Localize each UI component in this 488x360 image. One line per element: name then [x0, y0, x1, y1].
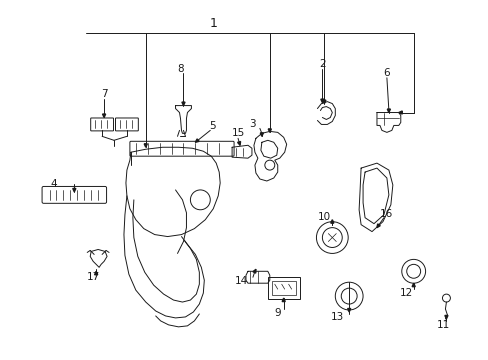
Polygon shape	[330, 220, 333, 223]
Text: 1: 1	[209, 17, 217, 30]
Polygon shape	[260, 133, 263, 136]
Polygon shape	[444, 315, 447, 319]
Text: 15: 15	[231, 129, 244, 138]
Bar	[271, 281, 295, 295]
Polygon shape	[182, 102, 184, 105]
Polygon shape	[376, 224, 380, 228]
Text: 14: 14	[234, 276, 247, 286]
Text: 6: 6	[383, 68, 389, 78]
Text: 7: 7	[101, 89, 107, 99]
Polygon shape	[144, 144, 147, 147]
Text: 5: 5	[208, 121, 215, 131]
Polygon shape	[411, 283, 414, 287]
Text: 9: 9	[274, 308, 281, 318]
Polygon shape	[386, 109, 389, 113]
Polygon shape	[398, 111, 402, 114]
Polygon shape	[268, 129, 271, 132]
Polygon shape	[237, 141, 240, 145]
Text: 8: 8	[177, 64, 183, 74]
Text: 13: 13	[330, 312, 343, 322]
Text: 16: 16	[380, 209, 393, 219]
Polygon shape	[322, 100, 325, 104]
Text: 11: 11	[436, 320, 449, 330]
Polygon shape	[347, 309, 350, 312]
Text: 12: 12	[399, 288, 412, 298]
Text: 10: 10	[317, 212, 330, 222]
Text: 17: 17	[86, 272, 100, 282]
Text: 2: 2	[319, 59, 325, 69]
Polygon shape	[94, 271, 98, 275]
Polygon shape	[252, 269, 255, 273]
Text: 3: 3	[249, 120, 256, 130]
Polygon shape	[282, 298, 285, 302]
Polygon shape	[320, 99, 323, 103]
Polygon shape	[195, 139, 199, 142]
Polygon shape	[73, 188, 76, 192]
Polygon shape	[102, 114, 105, 117]
Bar	[267, 277, 299, 299]
Text: 4: 4	[50, 179, 57, 189]
